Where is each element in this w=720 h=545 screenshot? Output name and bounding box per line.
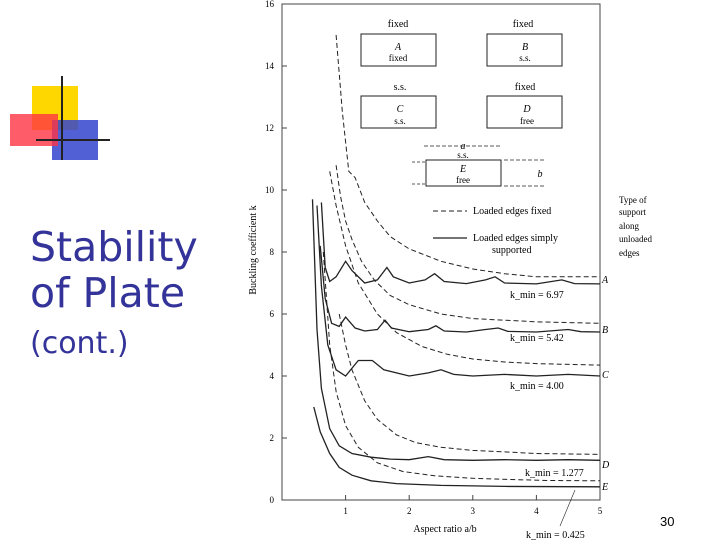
case-a-bottom-label: fixed: [389, 53, 408, 63]
case-c-box: [360, 95, 437, 129]
curve-label-a: A: [601, 275, 609, 286]
slide-number: 30: [660, 514, 675, 529]
support-note-line-1: Type of: [619, 195, 647, 205]
y-tick-label: 12: [265, 123, 274, 133]
curve-a-loaded-edges-fixed: [335, 34, 600, 278]
case-e-top-label: s.s.: [457, 150, 469, 160]
y-tick-label: 16: [265, 0, 275, 9]
y-tick-label: 6: [270, 309, 275, 319]
dimension-a-label: a: [461, 141, 466, 152]
x-tick-label: 5: [598, 506, 603, 516]
curve-e: [313, 406, 601, 488]
support-note-line-5: edges: [619, 248, 640, 258]
slide-title: Stability of Plate (cont.): [30, 224, 245, 362]
title-line-2: of Plate: [30, 269, 186, 317]
curve-c: [316, 205, 601, 377]
curve-label-e: E: [601, 482, 608, 493]
case-a-top-label: fixed: [388, 19, 409, 30]
curve-d-loaded-edges-fixed: [338, 313, 601, 455]
curve-label-c: C: [602, 370, 609, 381]
x-tick-label: 1: [343, 506, 348, 516]
curve-b: [319, 245, 601, 333]
buckling-chart-figure: 0 2 4 6 8 10 12 14 16 1 2 3 4 5 fixed A fixed fixed B…: [240, 0, 660, 541]
case-b-letter: B: [522, 42, 528, 53]
case-c-letter: C: [397, 104, 404, 115]
kmin-annotation-c: k_min = 4.00: [510, 381, 564, 392]
case-b-box: [486, 33, 563, 67]
legend-solid-label-2: supported: [492, 245, 531, 256]
case-e-box: [425, 159, 502, 187]
y-axis-label: Buckling coefficient k: [248, 205, 259, 294]
case-d-letter: D: [522, 104, 531, 115]
support-note-line-2: support: [619, 207, 646, 217]
case-d-bottom-label: free: [520, 116, 534, 126]
y-tick-label: 4: [270, 371, 275, 381]
case-a-box: [360, 33, 437, 67]
x-tick-label: 2: [407, 506, 412, 516]
x-axis-label: Aspect ratio a/b: [413, 524, 476, 535]
legend-solid-label-1: Loaded edges simply: [473, 233, 558, 244]
kmin-annotation-d: k_min = 1.277: [525, 468, 584, 479]
y-tick-label: 0: [270, 495, 275, 505]
kmin-annotation-a: k_min = 6.97: [510, 290, 564, 301]
case-e-letter: E: [459, 164, 466, 175]
title-line-1: Stability: [30, 223, 198, 271]
case-c-bottom-label: s.s.: [394, 116, 406, 126]
support-note-line-4: unloaded: [619, 234, 652, 244]
x-tick-label: 4: [534, 506, 539, 516]
case-d-box: [486, 95, 563, 129]
curve-d: [311, 199, 601, 461]
case-c-top-label: s.s.: [394, 82, 407, 93]
logo-red-square: [10, 114, 58, 146]
curve-e-loaded-edges-fixed: [322, 251, 601, 482]
x-tick-label: 3: [471, 506, 476, 516]
case-d-top-label: fixed: [515, 82, 536, 93]
kmin-annotation-e: k_min = 0.425: [526, 530, 585, 540]
slide-logo: [0, 0, 110, 170]
curve-a: [320, 202, 601, 285]
kmin-annotation-b: k_min = 5.42: [510, 333, 564, 344]
dimension-b-label: b: [538, 169, 543, 180]
y-tick-label: 10: [265, 185, 275, 195]
kmin-e-leader-line: [559, 489, 576, 527]
curve-label-d: D: [601, 460, 610, 471]
curve-label-b: B: [602, 325, 608, 336]
case-b-top-label: fixed: [513, 19, 534, 30]
support-note-line-3: along: [619, 221, 639, 231]
legend-dashed-label: Loaded edges fixed: [473, 206, 551, 217]
curve-c-loaded-edges-fixed: [329, 171, 601, 366]
curve-b-loaded-edges-fixed: [335, 165, 601, 324]
y-tick-label: 8: [270, 247, 275, 257]
title-subtitle: (cont.): [30, 326, 129, 361]
y-tick-label: 14: [265, 61, 275, 71]
case-e-bottom-label: free: [456, 175, 470, 185]
case-b-bottom-label: s.s.: [519, 53, 531, 63]
y-tick-label: 2: [270, 433, 275, 443]
case-a-letter: A: [394, 42, 402, 53]
